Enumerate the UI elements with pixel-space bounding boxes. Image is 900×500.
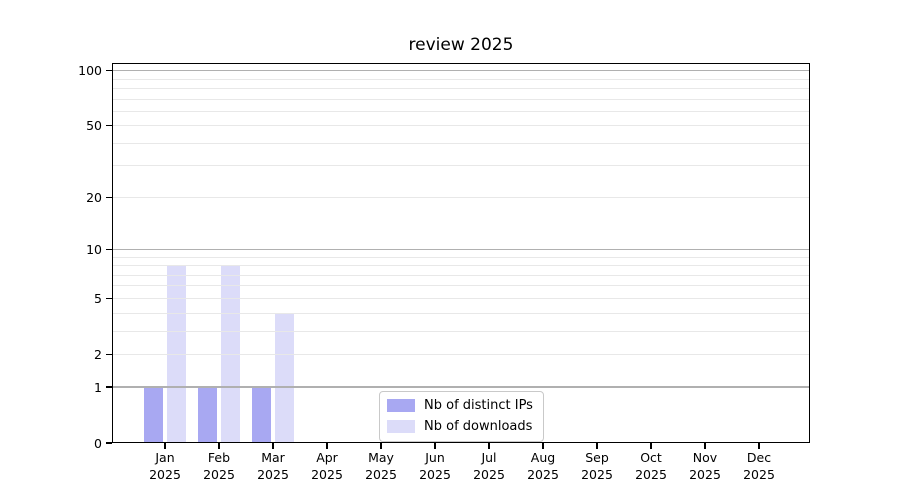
y-tick bbox=[106, 125, 112, 127]
x-tick bbox=[650, 443, 652, 449]
x-tick-label: Jan 2025 bbox=[135, 450, 195, 483]
legend-swatch-downloads-icon bbox=[387, 420, 415, 433]
x-tick-label: Jun 2025 bbox=[405, 450, 465, 483]
bar-distinct-ips bbox=[251, 387, 272, 443]
gridline-minor bbox=[112, 87, 810, 89]
y-tick bbox=[106, 297, 112, 300]
gridline-minor bbox=[112, 297, 810, 299]
x-tick bbox=[596, 443, 598, 449]
x-tick bbox=[758, 443, 760, 449]
x-tick-year: 2025 bbox=[689, 466, 721, 482]
x-tick-label: May 2025 bbox=[351, 450, 411, 483]
y-tick bbox=[106, 386, 112, 388]
gridline-minor bbox=[112, 196, 810, 198]
y-tick bbox=[106, 248, 112, 251]
gridline-major bbox=[112, 248, 810, 251]
legend-item-downloads: Nb of downloads bbox=[387, 419, 533, 434]
y-tick bbox=[106, 353, 112, 355]
gridline-minor bbox=[112, 78, 810, 80]
x-tick-label: Apr 2025 bbox=[297, 450, 357, 483]
y-tick-label: 50 bbox=[86, 118, 102, 134]
gridline-minor bbox=[112, 274, 810, 276]
x-tick bbox=[488, 443, 490, 449]
x-tick-label: Feb 2025 bbox=[189, 450, 249, 483]
x-tick bbox=[272, 443, 274, 449]
y-tick-label: 2 bbox=[94, 346, 102, 362]
bar-distinct-ips bbox=[197, 387, 218, 443]
y-tick-label: 100 bbox=[78, 63, 102, 79]
x-tick-month: Aug bbox=[530, 450, 556, 465]
x-tick-year: 2025 bbox=[149, 466, 181, 482]
gridline-minor bbox=[112, 265, 810, 267]
x-tick-label: Nov 2025 bbox=[675, 450, 735, 483]
gridline-minor bbox=[112, 312, 810, 314]
x-tick-label: Oct 2025 bbox=[621, 450, 681, 483]
x-tick bbox=[326, 443, 328, 449]
x-tick bbox=[704, 443, 706, 449]
plot-area bbox=[112, 63, 810, 443]
x-tick-year: 2025 bbox=[581, 466, 613, 482]
legend-item-distinct-ips: Nb of distinct IPs bbox=[387, 398, 533, 413]
y-tick-label: 10 bbox=[86, 242, 102, 258]
legend: Nb of distinct IPs Nb of downloads bbox=[379, 391, 544, 442]
legend-swatch-distinct-ips-icon bbox=[387, 399, 415, 412]
x-tick-month: Jul bbox=[481, 450, 497, 465]
x-tick-year: 2025 bbox=[257, 466, 289, 482]
x-tick bbox=[218, 443, 220, 449]
x-tick-month: Jun bbox=[425, 450, 445, 465]
x-tick-year: 2025 bbox=[419, 466, 451, 482]
x-tick-month: Dec bbox=[746, 450, 772, 465]
x-tick-label: Sep 2025 bbox=[567, 450, 627, 483]
gridline-minor bbox=[112, 285, 810, 287]
gridline-minor bbox=[112, 256, 810, 258]
gridline-minor bbox=[112, 142, 810, 144]
x-tick-label: Dec 2025 bbox=[729, 450, 789, 483]
gridline-minor bbox=[112, 330, 810, 332]
gridline-minor bbox=[112, 98, 810, 100]
x-tick-month: Oct bbox=[640, 450, 662, 465]
x-tick-month: May bbox=[368, 450, 394, 465]
gridline-minor bbox=[112, 165, 810, 167]
y-tick-label: 20 bbox=[86, 189, 102, 205]
x-tick-year: 2025 bbox=[635, 466, 667, 482]
legend-label-downloads: Nb of downloads bbox=[424, 419, 533, 434]
x-tick-month: Mar bbox=[261, 450, 285, 465]
gridline-major bbox=[112, 386, 810, 388]
x-tick bbox=[164, 443, 166, 449]
x-tick bbox=[380, 443, 382, 449]
bar-downloads bbox=[274, 313, 295, 443]
legend-label-distinct-ips: Nb of distinct IPs bbox=[424, 398, 533, 413]
x-tick-label: Aug 2025 bbox=[513, 450, 573, 483]
x-tick-month: Feb bbox=[207, 450, 231, 465]
x-tick-month: Nov bbox=[692, 450, 718, 465]
x-tick-month: Apr bbox=[316, 450, 338, 465]
y-tick bbox=[106, 196, 112, 198]
gridline-minor bbox=[112, 353, 810, 355]
x-tick-month: Sep bbox=[585, 450, 609, 465]
x-tick-label: Mar 2025 bbox=[243, 450, 303, 483]
x-tick-year: 2025 bbox=[473, 466, 505, 482]
gridline-major bbox=[112, 70, 810, 72]
y-tick-label: 1 bbox=[94, 379, 102, 395]
y-tick-label: 0 bbox=[94, 435, 102, 451]
y-tick bbox=[106, 69, 112, 72]
chart-title: review 2025 bbox=[408, 35, 514, 55]
y-tick-label: 5 bbox=[94, 290, 102, 306]
gridline-minor bbox=[112, 110, 810, 112]
x-tick-label: Jul 2025 bbox=[459, 450, 519, 483]
gridline-minor bbox=[112, 125, 810, 127]
x-tick-year: 2025 bbox=[311, 466, 343, 482]
x-tick-year: 2025 bbox=[743, 466, 775, 482]
x-tick bbox=[434, 443, 436, 449]
x-tick-month: Jan bbox=[155, 450, 175, 465]
x-tick bbox=[542, 443, 544, 449]
y-tick bbox=[106, 442, 112, 444]
x-tick-year: 2025 bbox=[365, 466, 397, 482]
x-tick-year: 2025 bbox=[203, 466, 235, 482]
bar-distinct-ips bbox=[143, 387, 164, 443]
x-tick-year: 2025 bbox=[527, 466, 559, 482]
